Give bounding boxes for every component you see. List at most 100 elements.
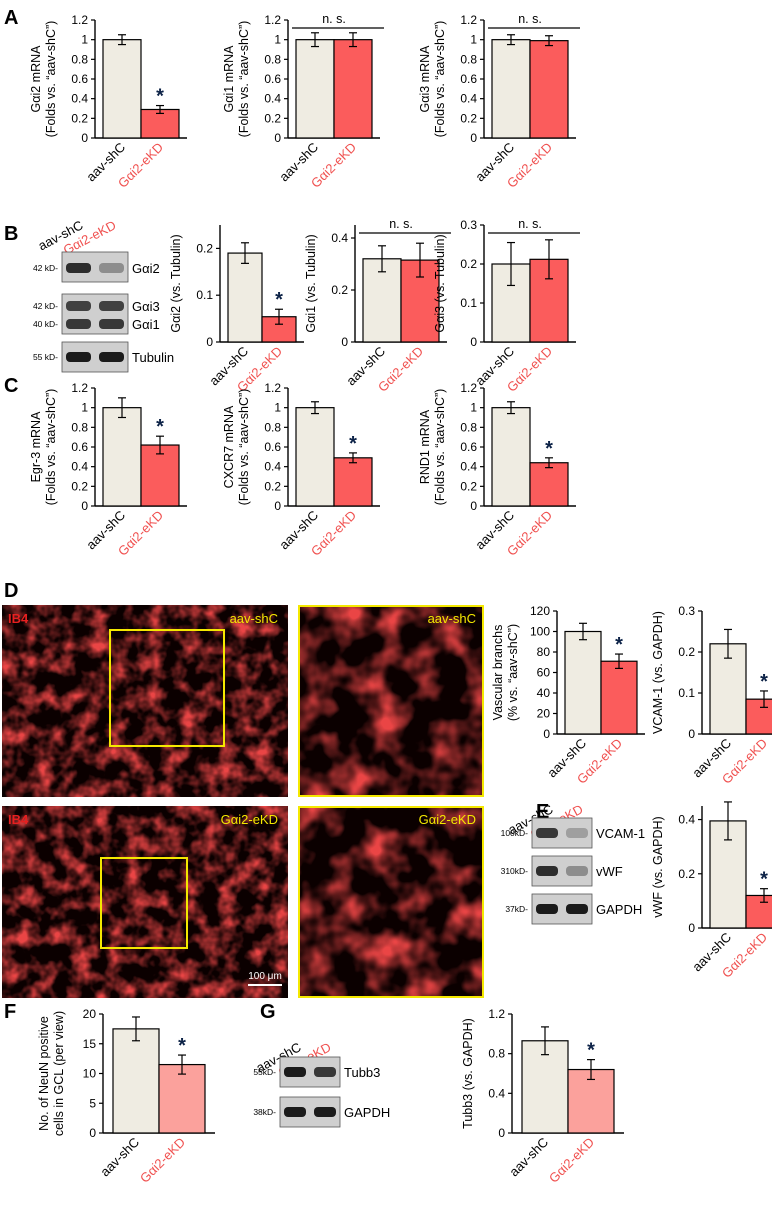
blot-band bbox=[66, 263, 91, 273]
y-tick-label: 0.2 bbox=[196, 241, 213, 255]
y-tick-label: 1 bbox=[81, 401, 88, 415]
molecular-weight-marker: 37kD- bbox=[505, 904, 528, 914]
y-tick-label: 20 bbox=[537, 707, 551, 721]
blot-band bbox=[314, 1107, 336, 1117]
bar-knockdown bbox=[745, 894, 772, 929]
y-tick-label: 0 bbox=[498, 1126, 505, 1140]
y-axis-label: Gαi2 mRNA bbox=[29, 45, 43, 113]
y-tick-label: 0.4 bbox=[264, 460, 281, 474]
western-blot-e: aav-shCGαi2-eKD100kD-VCAM-1310kD-vWF37kD… bbox=[501, 801, 645, 925]
y-tick-label: 0.8 bbox=[71, 52, 88, 66]
bar-control bbox=[295, 407, 335, 507]
y-tick-label: 1.2 bbox=[488, 1007, 505, 1021]
y-axis-label: Gαi1 mRNA bbox=[222, 45, 236, 113]
blot-band bbox=[566, 866, 588, 876]
panel-letter-d: D bbox=[4, 580, 18, 602]
bar-knockdown bbox=[600, 660, 638, 735]
zoom-label-top: aav-shC bbox=[428, 611, 476, 626]
chart-a3: 0 0.2 0.4 0.6 0.8 1 1.2 Gαi3 mRNA (Folds vs. “aa… bbox=[418, 12, 580, 191]
y-tick-label: 0.3 bbox=[460, 218, 477, 232]
chart-a1: 0 0.2 0.4 0.6 0.8 1 1.2 Gαi2 mRNA (Folds vs. “aa… bbox=[29, 13, 187, 191]
stain-label-bottom: IB4 bbox=[8, 812, 29, 827]
y-axis-label: No. of NeuN positive bbox=[37, 1016, 51, 1131]
significance-star: * bbox=[178, 1035, 186, 1057]
y-axis-label: CXCR7 mRNA bbox=[222, 405, 236, 488]
blot-band bbox=[66, 352, 91, 362]
retina-images: IB4 aav-shC aav-shC IB4 Gαi2-eKD 100 μm … bbox=[2, 605, 484, 998]
y-tick-label: 1.2 bbox=[460, 381, 477, 395]
y-axis-label: (Folds vs. “aav-shC”) bbox=[433, 389, 447, 506]
y-axis-label: (Folds vs. “aav-shC”) bbox=[44, 21, 58, 138]
y-tick-label: 10 bbox=[83, 1067, 97, 1081]
bar-control bbox=[491, 263, 531, 343]
zoom-label-bottom: Gαi2-eKD bbox=[419, 812, 476, 827]
y-tick-label: 0 bbox=[688, 921, 695, 935]
roi-box-bottom bbox=[100, 857, 188, 949]
significance-star: * bbox=[156, 86, 164, 108]
y-tick-label: 0.4 bbox=[460, 92, 477, 106]
y-tick-label: 0.8 bbox=[264, 52, 281, 66]
blot-band bbox=[284, 1107, 306, 1117]
chart-c2: 0 0.2 0.4 0.6 0.8 1 1.2 CXCR7 mRNA (Folds vs. “a… bbox=[222, 381, 380, 559]
y-tick-label: 15 bbox=[83, 1037, 97, 1051]
y-tick-label: 1 bbox=[470, 33, 477, 47]
y-tick-label: 1 bbox=[274, 33, 281, 47]
bar-control bbox=[227, 252, 263, 343]
stain-label-top: IB4 bbox=[8, 611, 29, 626]
category-label: aav-shC bbox=[97, 1135, 142, 1180]
bar-control bbox=[102, 407, 142, 507]
bar-knockdown bbox=[529, 462, 569, 507]
y-tick-label: 0.8 bbox=[264, 420, 281, 434]
chart-a2: 0 0.2 0.4 0.6 0.8 1 1.2 Gαi1 mRNA (Folds vs. “aa… bbox=[222, 12, 384, 191]
y-tick-label: 1 bbox=[274, 401, 281, 415]
blot-band bbox=[99, 319, 124, 329]
y-tick-label: 1.2 bbox=[71, 381, 88, 395]
y-tick-label: 100 bbox=[530, 625, 550, 639]
y-tick-label: 0 bbox=[470, 131, 477, 145]
scale-bar-label: 100 μm bbox=[248, 971, 282, 982]
y-axis-label: Gαi3 mRNA bbox=[418, 45, 432, 113]
protein-label: VCAM-1 bbox=[596, 826, 645, 841]
chart-c1: 0 0.2 0.4 0.6 0.8 1 1.2 Egr-3 mRNA (Folds vs. “a… bbox=[29, 381, 187, 559]
y-axis-label: Gαi1 (vs. Tubulin) bbox=[304, 234, 318, 332]
y-tick-label: 0.4 bbox=[71, 460, 88, 474]
y-tick-label: 0.6 bbox=[71, 72, 88, 86]
ns-label: n. s. bbox=[322, 12, 346, 26]
y-axis-label: Tubb3 (vs. GAPDH) bbox=[461, 1018, 475, 1129]
significance-star: * bbox=[587, 1040, 595, 1062]
y-tick-label: 0.6 bbox=[460, 72, 477, 86]
bar-control bbox=[362, 258, 402, 343]
y-tick-label: 40 bbox=[537, 686, 551, 700]
bar-knockdown bbox=[745, 698, 772, 735]
y-axis-label: (% vs. “aav-shC”) bbox=[506, 624, 520, 721]
category-label: Gαi2-eKD bbox=[546, 1135, 597, 1186]
y-tick-label: 1.2 bbox=[264, 381, 281, 395]
molecular-weight-marker: 55 kD- bbox=[33, 352, 58, 362]
y-tick-label: 60 bbox=[537, 666, 551, 680]
bar-control bbox=[709, 643, 747, 735]
y-tick-label: 0 bbox=[274, 131, 281, 145]
y-tick-label: 0 bbox=[206, 335, 213, 349]
retina-top-overview: IB4 aav-shC bbox=[2, 605, 288, 797]
protein-label: GAPDH bbox=[596, 902, 642, 917]
image-label-top: aav-shC bbox=[230, 611, 278, 626]
y-tick-label: 0.2 bbox=[264, 111, 281, 125]
panel-letter-f: F bbox=[4, 1001, 16, 1023]
molecular-weight-marker: 55kD- bbox=[253, 1067, 276, 1077]
panel-letter-b: B bbox=[4, 223, 18, 245]
image-label-bottom: Gαi2-eKD bbox=[221, 812, 278, 827]
chart-f1: 0 5 10 15 20 No. of NeuN positive cells in GCL… bbox=[37, 1007, 215, 1186]
y-axis-label: (Folds vs. “aav-shC”) bbox=[433, 21, 447, 138]
blot-band bbox=[314, 1067, 336, 1077]
ns-label: n. s. bbox=[389, 217, 413, 231]
y-tick-label: 0 bbox=[470, 335, 477, 349]
blot-band bbox=[66, 319, 91, 329]
blot-band bbox=[536, 866, 558, 876]
significance-star: * bbox=[156, 416, 164, 438]
y-tick-label: 0 bbox=[688, 727, 695, 741]
